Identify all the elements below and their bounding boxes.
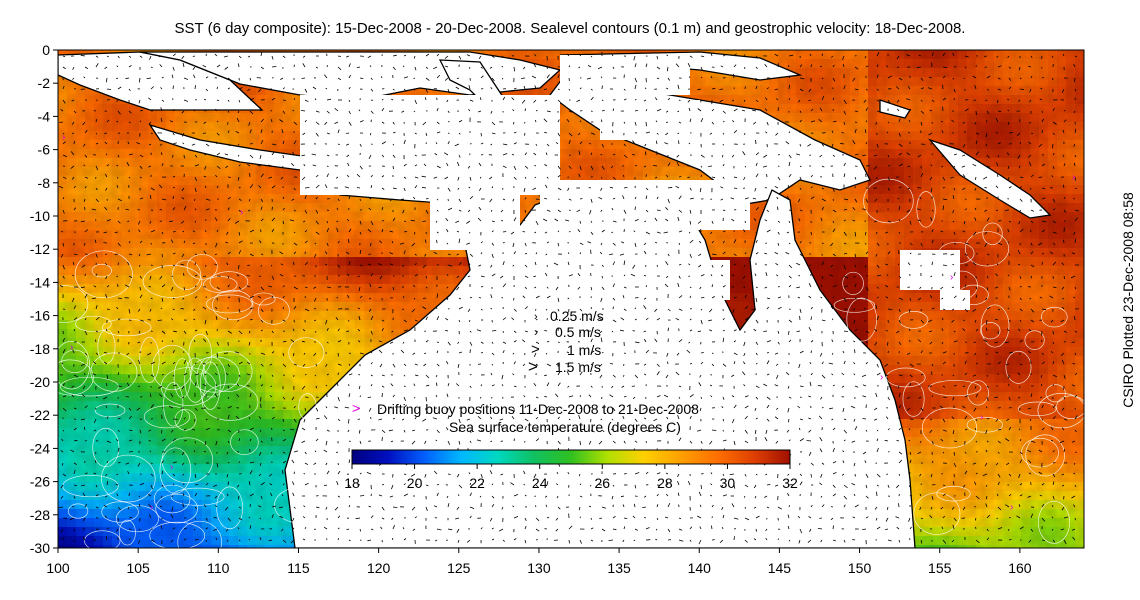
map-title: SST (6 day composite): 15-Dec-2008 - 20-… [174,20,966,37]
g-element: ›››››››››› [58,50,1084,548]
